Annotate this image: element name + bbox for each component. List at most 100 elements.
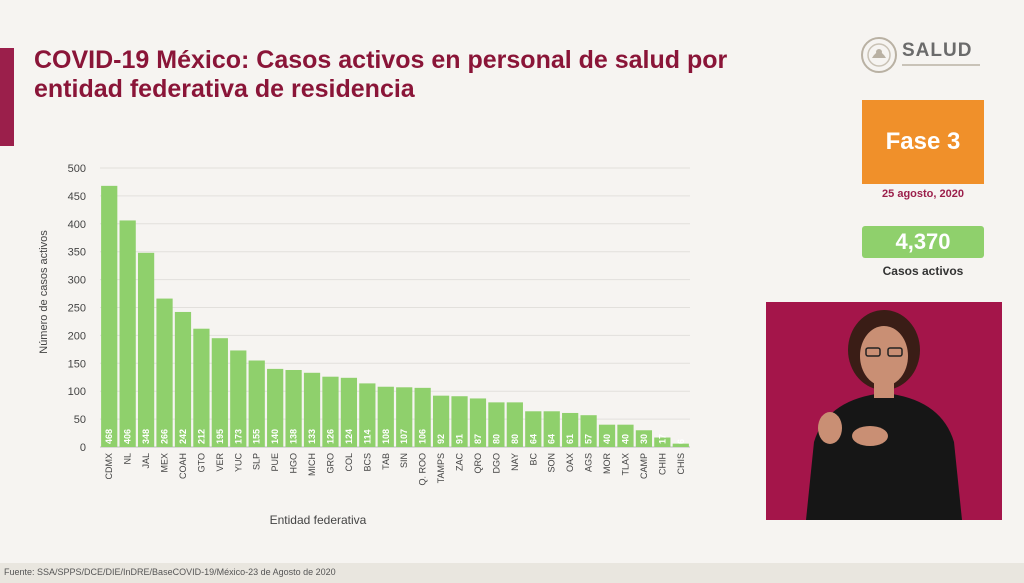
x-tick-label: CHIH (657, 453, 667, 475)
bar-value-label: 107 (399, 429, 409, 444)
bar-value-label: 91 (455, 434, 465, 444)
bar-value-label: 124 (344, 429, 354, 444)
phase-badge: Fase 3 (862, 100, 984, 184)
bar-value-label: 87 (473, 434, 483, 444)
bar-value-label: 138 (289, 429, 299, 444)
bar-value-label: 108 (381, 429, 391, 444)
bar (230, 350, 247, 447)
x-tick-label: GTO (196, 453, 206, 472)
bar-value-label: 92 (436, 434, 446, 444)
x-tick-label: TLAX (620, 453, 630, 476)
page-title: COVID-19 México: Casos activos en person… (34, 46, 774, 104)
y-tick-label: 500 (68, 163, 86, 175)
bar (506, 402, 523, 447)
y-tick-label: 50 (74, 414, 86, 426)
bar (377, 386, 394, 447)
bar (137, 252, 155, 447)
x-tick-label: CDMX (104, 453, 114, 480)
x-tick-label: DGO (491, 453, 501, 474)
y-tick-label: 150 (68, 358, 86, 370)
bar-value-label: 64 (528, 434, 538, 444)
x-tick-label: COAH (178, 453, 188, 479)
y-tick-label: 350 (68, 247, 86, 259)
x-tick-label: SLP (252, 453, 262, 470)
bar (248, 360, 265, 447)
x-tick-label: Q. ROO (418, 453, 428, 486)
bar-value-label: 61 (565, 434, 575, 444)
bar-value-label: 30 (639, 434, 649, 444)
title-line-1: COVID-19 México: Casos activos en person… (34, 46, 728, 74)
x-tick-label: MEX (160, 453, 170, 473)
bar (359, 383, 376, 447)
bar (174, 311, 192, 447)
x-tick-label: BCS (362, 453, 372, 472)
bar-value-label: 155 (252, 429, 262, 444)
bar (562, 412, 579, 447)
footer-bar: Fuente: SSA/SPPS/DCE/DIE/InDRE/BaseCOVID… (0, 563, 1024, 583)
bar (414, 387, 431, 447)
bar-value-label: 106 (418, 429, 428, 444)
bar-value-label: 80 (491, 434, 501, 444)
y-tick-label: 250 (68, 303, 86, 315)
bar-value-label: 64 (547, 434, 557, 444)
x-tick-label: AGS (584, 453, 594, 472)
x-tick-label: VER (215, 453, 225, 472)
x-tick-label: COL (344, 453, 354, 472)
x-tick-label: SIN (399, 453, 409, 468)
y-axis-label: Número de casos activos (38, 230, 50, 354)
bar (451, 396, 468, 447)
bar (340, 377, 358, 447)
y-tick-label: 450 (68, 191, 86, 203)
x-tick-label: MOR (602, 453, 612, 474)
bar (119, 220, 136, 447)
x-tick-label: TAB (381, 453, 391, 470)
bar-value-label: 406 (123, 429, 133, 444)
bar-value-label: 126 (325, 429, 335, 444)
bar (617, 424, 634, 447)
x-axis-ticks: CDMX NL JAL MEX COAH GTO VER YUC SLP PUE HGO MICH GR… (104, 452, 686, 485)
bar (267, 368, 284, 447)
x-tick-label: GRO (325, 453, 335, 474)
bar (156, 298, 173, 447)
phase-date: 25 agosto, 2020 (882, 188, 964, 200)
x-axis-label: Entidad federativa (270, 513, 367, 527)
bar-value-label: 173 (233, 429, 243, 444)
bar (598, 424, 616, 447)
x-tick-label: NL (123, 453, 133, 465)
x-tick-label: BC (528, 453, 538, 466)
x-tick-label: MICH (307, 453, 317, 476)
bar-value-label: 133 (307, 429, 317, 444)
bar-value-label: 140 (270, 429, 280, 444)
x-tick-label: JAL (141, 453, 151, 469)
bar (211, 338, 228, 447)
bar (469, 398, 487, 447)
x-tick-label: PUE (270, 453, 280, 472)
bar-value-label: 266 (160, 429, 170, 444)
source-note: Fuente: SSA/SPPS/DCE/DIE/InDRE/BaseCOVID… (4, 567, 336, 577)
logo-text: SALUD (902, 40, 973, 61)
x-tick-label: OAX (565, 453, 575, 472)
sign-language-interpreter (766, 302, 1002, 520)
x-tick-label: ZAC (455, 452, 465, 471)
active-cases-label: Casos activos (882, 264, 964, 278)
interpreter-figure (806, 310, 962, 520)
bar (635, 430, 653, 447)
bar-value-label: 195 (215, 429, 225, 444)
y-tick-label: 100 (68, 386, 86, 398)
y-tick-label: 300 (68, 275, 86, 287)
bar (580, 415, 597, 447)
bar-value-label: 348 (141, 429, 151, 444)
y-tick-label: 0 (80, 442, 86, 454)
mexican-seal-icon (861, 37, 897, 73)
bar (396, 387, 413, 447)
bar-value-label: 242 (178, 429, 188, 444)
x-tick-label: QRO (473, 453, 483, 474)
bar (654, 437, 671, 447)
bar-series: 468 406 348 266 242 212 195 173 155 140 138 133 126 1… (101, 185, 689, 447)
bar-value-label: 212 (196, 429, 206, 444)
bar (101, 185, 118, 447)
salud-logo: SALUD (860, 36, 990, 76)
bar-value-label: 468 (104, 429, 114, 444)
bar (672, 443, 689, 447)
